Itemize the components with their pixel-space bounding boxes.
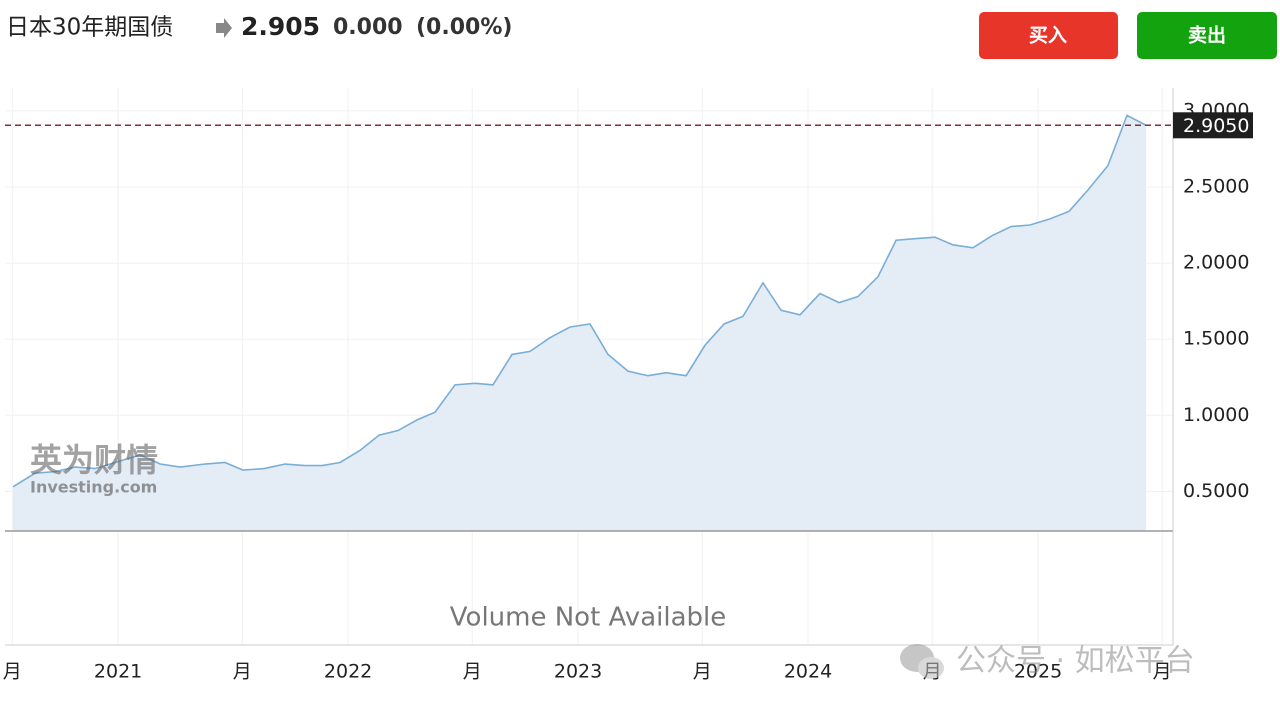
x-tick-label: 2021 (94, 661, 142, 683)
x-tick-label: 月 (463, 661, 482, 683)
arrow-icon (216, 18, 232, 38)
x-tick-label: 月 (693, 661, 712, 683)
price: 2.905 (241, 12, 320, 41)
y-tick-label: 0.5000 (1183, 480, 1249, 502)
sell-button-bg[interactable] (1137, 12, 1277, 59)
y-tick-label: 1.5000 (1183, 328, 1249, 350)
x-tick-label: 月 (233, 661, 252, 683)
wechat-watermark: 公众号 · 如松平台 (900, 644, 1195, 679)
price-label: 2.9050 (1183, 115, 1249, 137)
watermark-cn: 英为财情 (30, 441, 158, 479)
x-tick-label: 2024 (784, 661, 832, 683)
area (13, 115, 1147, 531)
change-pct: (0.00%) (416, 15, 512, 40)
y-tick-label: 2.5000 (1183, 175, 1249, 197)
price-label-bg (1173, 112, 1253, 139)
sell-label[interactable]: 卖出 (1188, 24, 1226, 47)
x-tick-label: 2022 (324, 661, 372, 683)
instrument-title: 日本30年期国债 (6, 15, 173, 41)
wechat-icon (918, 657, 944, 679)
line (12, 114, 1147, 488)
y-tick-label: 2.0000 (1183, 252, 1249, 274)
volume-note: Volume Not Available (450, 603, 726, 633)
x-tick-label: 2023 (554, 661, 602, 683)
watermark-en: Investing.com (30, 478, 157, 497)
x-tick-label: 月 (3, 661, 22, 683)
sell-button[interactable]: 卖出 (1137, 12, 1277, 59)
buy-button-bg[interactable] (979, 12, 1118, 59)
wechat-text: 公众号 · 如松平台 (956, 644, 1195, 679)
buy-button[interactable]: 买入 (979, 12, 1118, 59)
x-tick-label: 月 (1153, 661, 1172, 683)
buy-label[interactable]: 买入 (1029, 25, 1067, 47)
x-tick-label: 2025 (1014, 661, 1062, 683)
y-tick-label: 1.0000 (1183, 404, 1249, 426)
plot (5, 114, 1173, 531)
change: 0.000 (333, 15, 403, 40)
